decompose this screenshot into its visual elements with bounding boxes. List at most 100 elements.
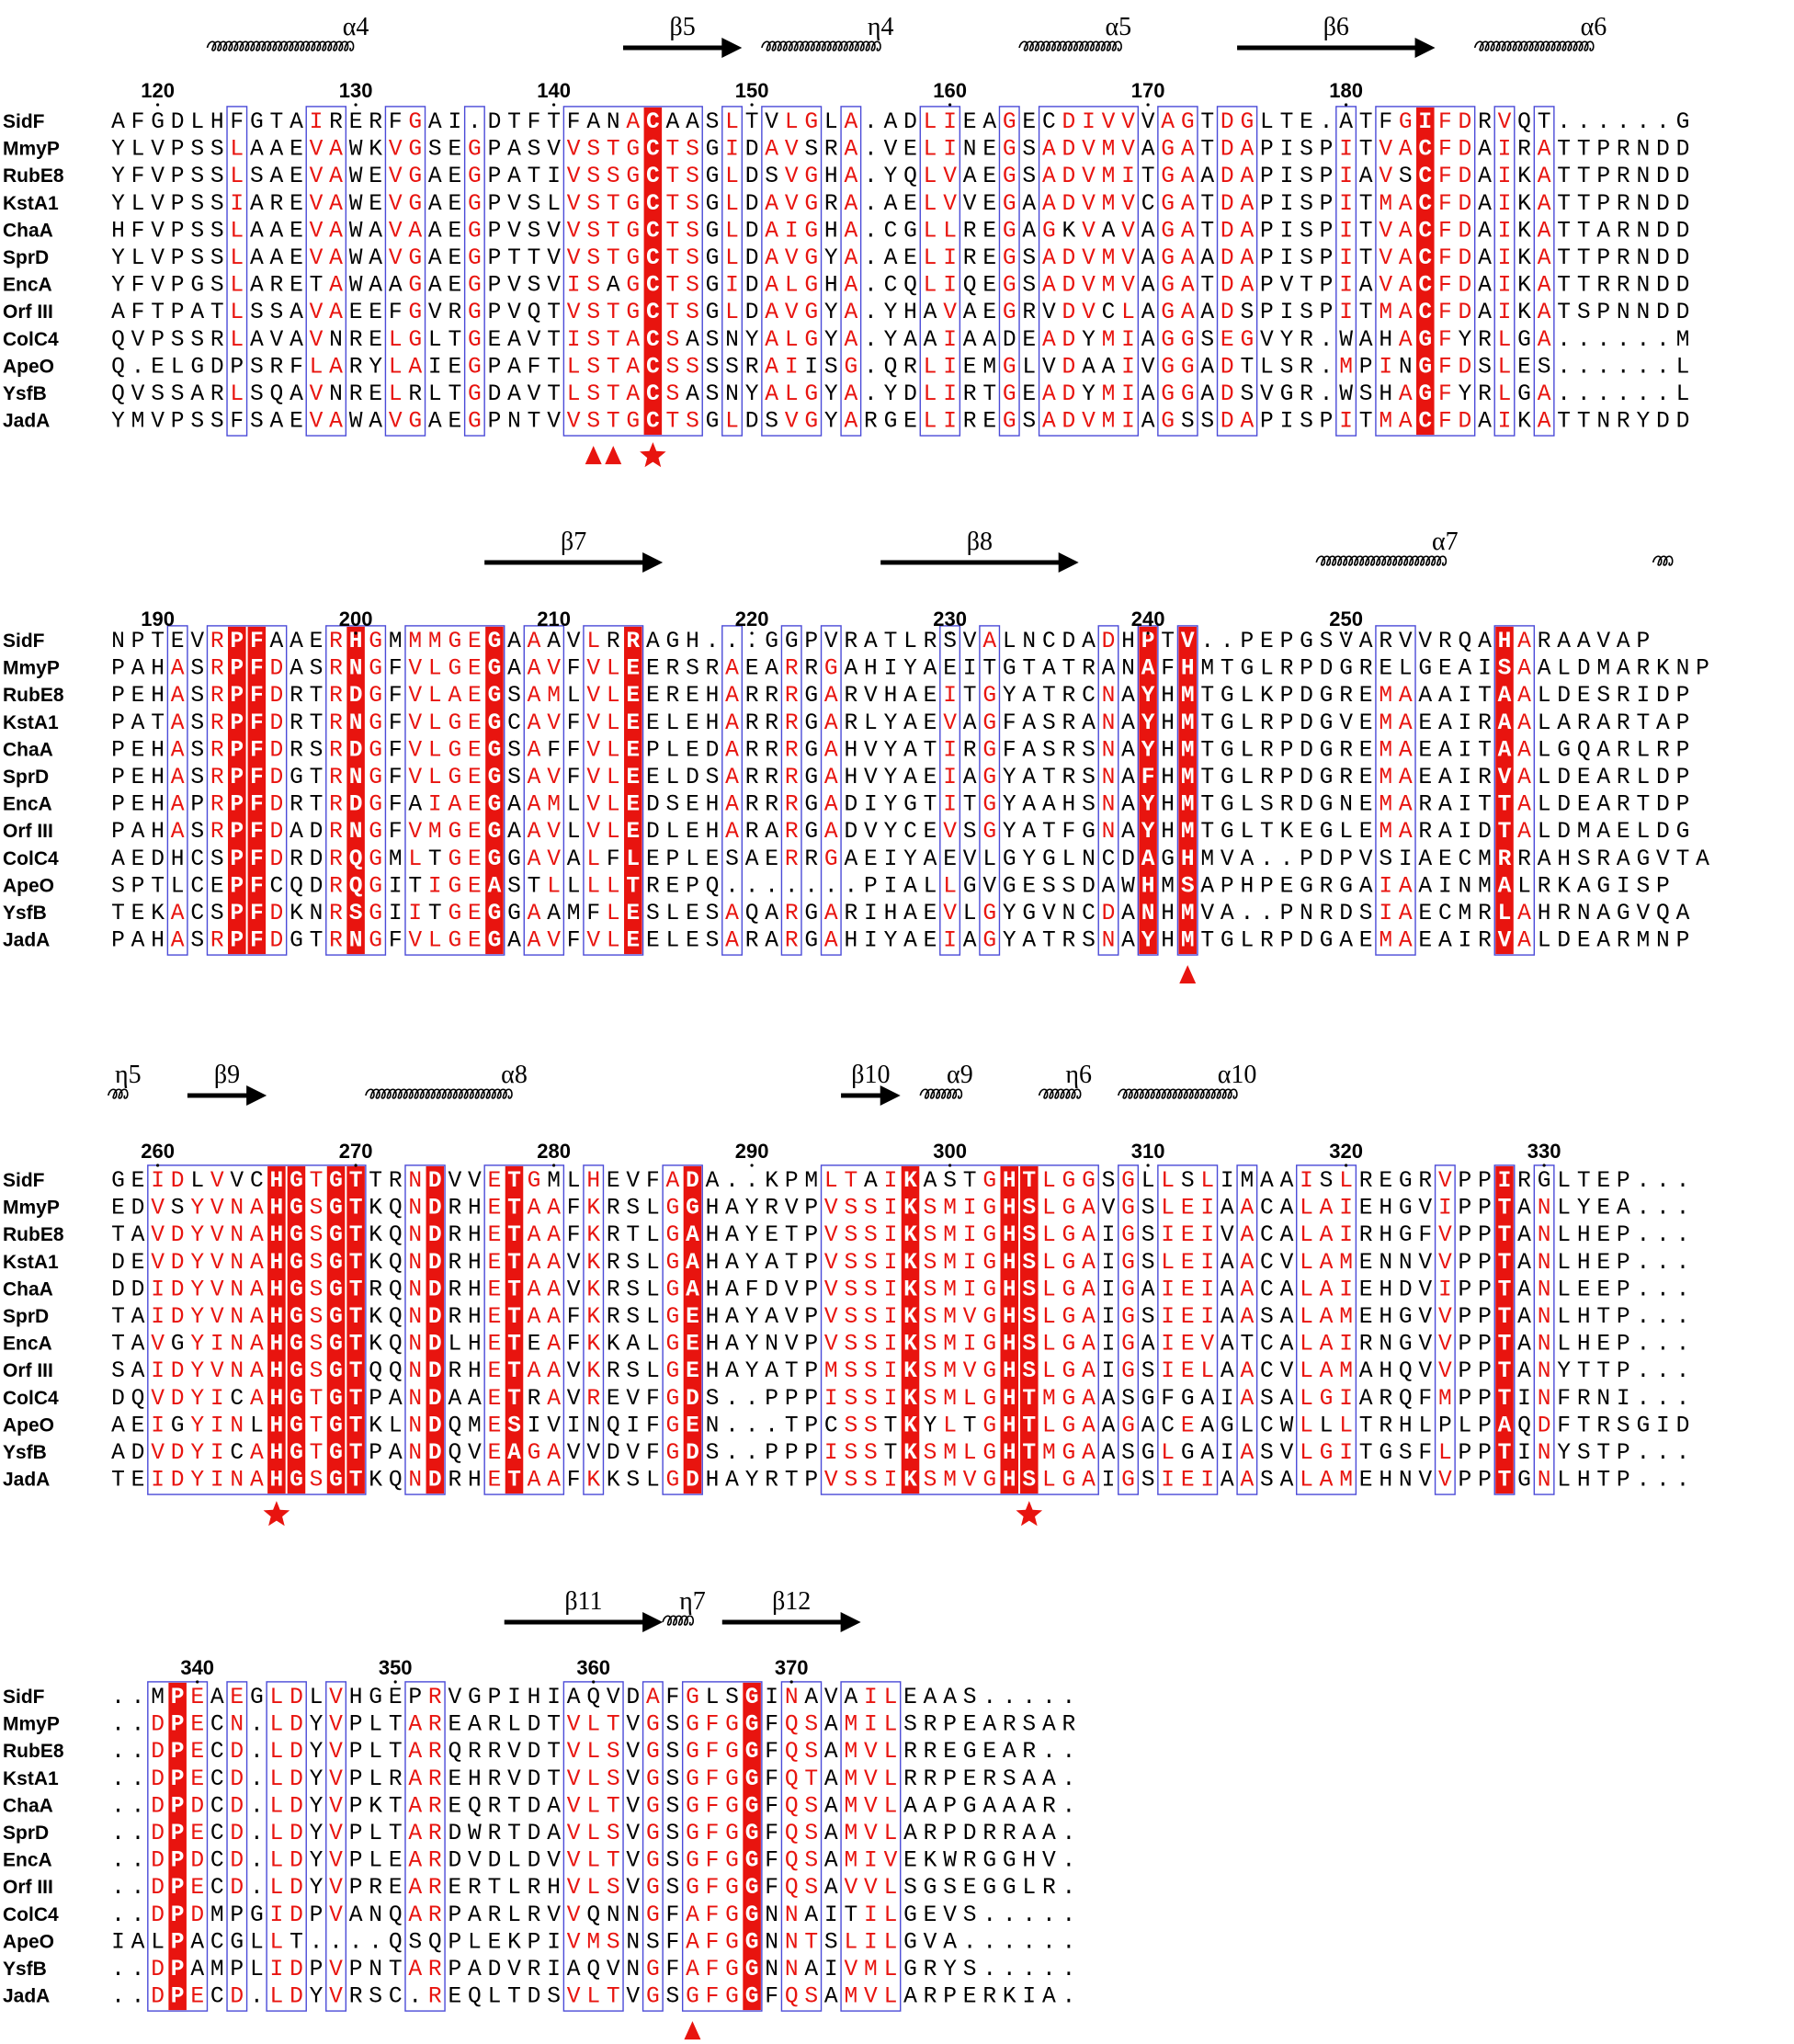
residue: R [804, 847, 818, 872]
residue: E [686, 1333, 699, 1357]
residue: I [1339, 1223, 1353, 1248]
residue: L [230, 382, 244, 407]
ruler-tick [552, 631, 556, 635]
residue: A [1478, 274, 1492, 299]
residue: R [1339, 738, 1353, 763]
residue: A [349, 1903, 363, 1928]
residue: L [270, 1686, 284, 1710]
residue: L [884, 1903, 898, 1928]
residue: D [310, 847, 324, 872]
residue: A [528, 1278, 541, 1302]
residue: F [1438, 301, 1452, 325]
residue: . [131, 1849, 145, 1874]
helix-coil [1038, 1088, 1082, 1099]
residue: L [586, 847, 600, 872]
residue: S [924, 1223, 937, 1248]
residue: A [1517, 1359, 1531, 1384]
residue: G [804, 902, 818, 926]
residue: Q [1656, 902, 1670, 926]
residue: R [982, 1985, 996, 2010]
residue: S [1300, 219, 1313, 244]
residue: E [468, 902, 482, 926]
residue: G [1042, 847, 1056, 872]
residue: R [785, 929, 799, 954]
residue: P [1617, 1305, 1630, 1330]
residue: G [1003, 219, 1016, 244]
residue: A [1399, 246, 1413, 271]
residue: C [646, 274, 660, 299]
residue: S [924, 1333, 937, 1357]
residue: T [1676, 847, 1690, 872]
residue: C [1418, 165, 1432, 189]
residue: A [1022, 1767, 1036, 1792]
residue: S [190, 929, 204, 954]
residue: R [290, 711, 303, 736]
residue: A [1042, 246, 1056, 271]
residue: L [171, 355, 185, 380]
residue: D [1221, 165, 1234, 189]
residue: . [982, 1930, 996, 1955]
residue: A [1478, 165, 1492, 189]
residue: D [1221, 192, 1234, 217]
residue: M [428, 630, 442, 654]
residue: R [706, 657, 720, 682]
residue: N [230, 1251, 244, 1276]
residue: P [528, 1930, 541, 1955]
residue: G [1339, 874, 1353, 899]
residue: T [607, 1849, 620, 1874]
residue: T [1359, 192, 1373, 217]
residue: T [626, 874, 640, 899]
residue: A [1359, 630, 1373, 654]
residue: T [1636, 711, 1650, 736]
residue: F [1438, 382, 1452, 407]
residue: G [626, 192, 640, 217]
residue: L [369, 1740, 382, 1765]
residue: A [1082, 711, 1096, 736]
residue: L [646, 1359, 660, 1384]
residue: A [1538, 410, 1551, 435]
residue: N [408, 1251, 422, 1276]
residue: S [250, 382, 264, 407]
residue: D [310, 820, 324, 845]
residue: A [686, 1958, 699, 1982]
residue: L [270, 1794, 284, 1819]
residue: A [547, 1469, 561, 1493]
residue: K [507, 1930, 521, 1955]
residue: L [230, 328, 244, 353]
residue: H [824, 274, 838, 299]
residue: P [488, 1686, 502, 1710]
residue: P [1320, 410, 1334, 435]
residue: A [1240, 410, 1254, 435]
residue: D [1656, 138, 1670, 163]
residue: A [290, 110, 303, 135]
residue: V [567, 192, 581, 217]
residue: Q [884, 355, 898, 380]
residue: I [1161, 1223, 1175, 1248]
residue: N [408, 1223, 422, 1248]
residue: P [804, 1469, 818, 1493]
residue: V [1280, 1359, 1294, 1384]
residue: H [706, 1197, 720, 1221]
residue: A [1141, 410, 1155, 435]
residue: A [884, 192, 898, 217]
conservation-box [1118, 1164, 1140, 1495]
residue: T [1538, 110, 1551, 135]
residue: A [528, 847, 541, 872]
residue: R [785, 793, 799, 818]
residue: V [528, 382, 541, 407]
residue: S [804, 1985, 818, 2010]
residue: F [706, 1713, 720, 1738]
residue: G [804, 711, 818, 736]
sequence-name: Orf III [3, 1877, 53, 1898]
residue: D [270, 929, 284, 954]
residue: I [1636, 684, 1650, 709]
residue: N [1062, 902, 1076, 926]
residue: G [706, 165, 720, 189]
residue: V [824, 1686, 838, 1710]
residue: G [1320, 1441, 1334, 1466]
residue: R [1617, 246, 1630, 271]
residue: G [1538, 1169, 1551, 1194]
residue: T [626, 1223, 640, 1248]
residue: I [1221, 1387, 1234, 1412]
residue: T [804, 1767, 818, 1792]
